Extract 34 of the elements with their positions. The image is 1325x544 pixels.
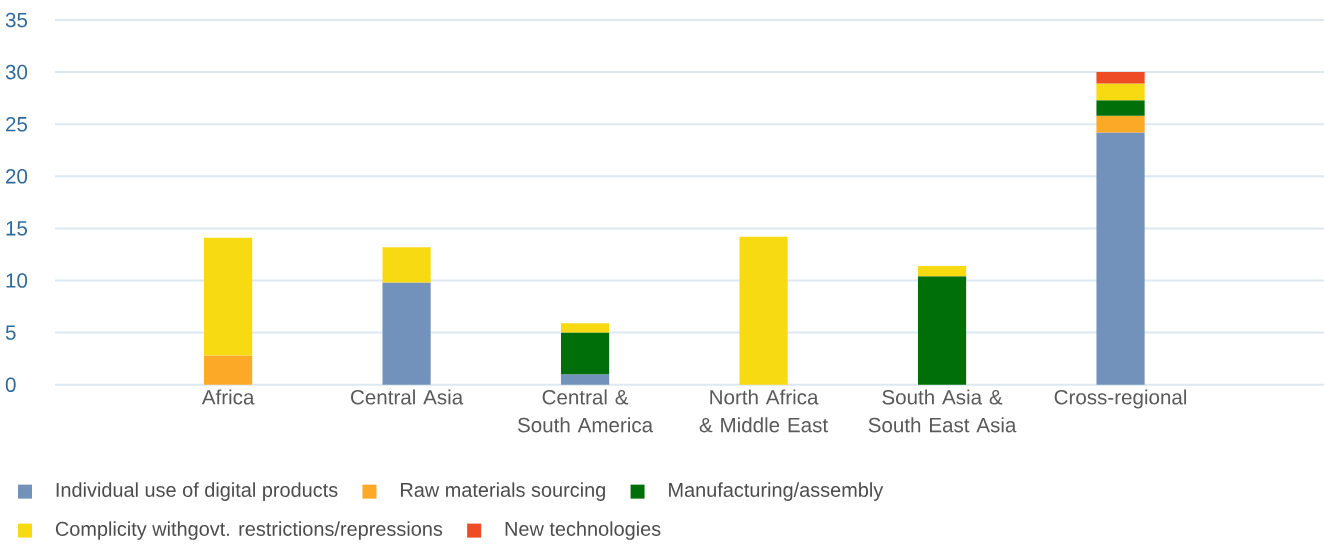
bar	[560, 374, 610, 385]
bar	[560, 323, 610, 333]
x-tick-label: Central Asia	[351, 389, 464, 405]
x-tick-label: Central & South America	[517, 389, 654, 433]
legend-label: Manufacturing/assembly	[669, 482, 884, 502]
bar	[1096, 100, 1145, 117]
x-tick-label: North Africa & Middle East	[699, 389, 828, 433]
legend-label: Individual use of digital products	[56, 482, 338, 502]
bar	[739, 236, 788, 385]
y-tick-label: 10	[6, 273, 28, 288]
legend-label: Complicity withgovt. restrictions/repressions	[55, 521, 443, 541]
y-tick-label: 20	[6, 169, 28, 184]
y-tick-label: 35	[5, 12, 28, 28]
y-tick-label: 30	[5, 65, 28, 80]
x-tick-label: Africa	[201, 389, 255, 405]
bar	[917, 266, 967, 277]
bar	[1096, 83, 1145, 101]
bar	[204, 355, 253, 385]
legend-label: Raw materials sourcing	[401, 482, 605, 502]
y-tick-label: 5	[5, 325, 16, 340]
bar	[382, 247, 431, 283]
y-tick-label: 25	[6, 117, 28, 132]
legend-label: New technologies	[505, 521, 661, 541]
bar	[1096, 132, 1145, 385]
y-tick-label: 0	[5, 377, 16, 393]
bar	[1096, 72, 1145, 84]
bar	[204, 237, 253, 356]
bar	[917, 276, 967, 385]
x-tick-label: South Asia & South East Asia	[868, 389, 1017, 433]
bar	[1096, 116, 1145, 133]
y-tick-label: 15	[6, 221, 28, 236]
x-tick-label: Cross-regional	[1054, 389, 1187, 409]
bar	[382, 282, 431, 385]
bar	[560, 332, 610, 375]
